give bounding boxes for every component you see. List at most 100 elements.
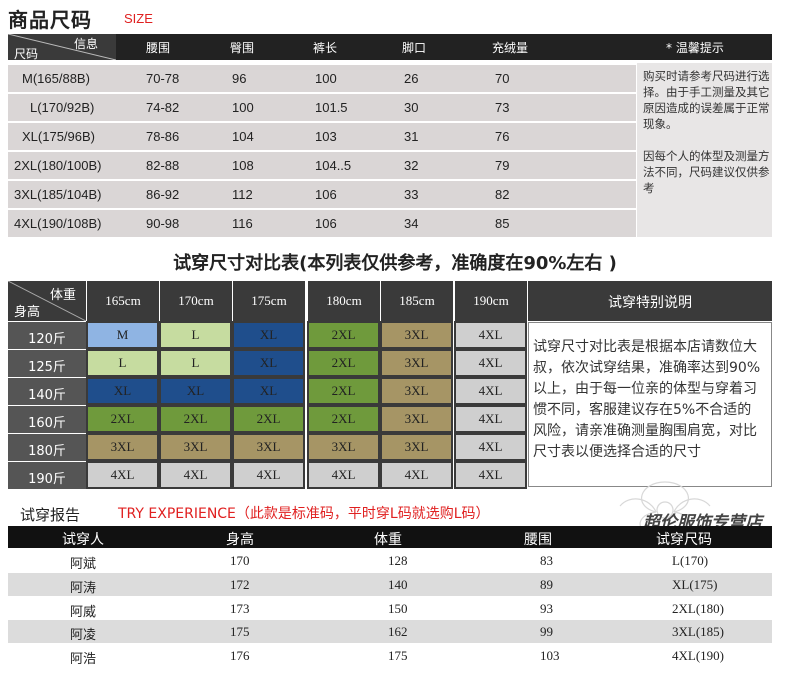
fit-cell: XL: [159, 377, 232, 405]
try-row: 阿斌 170 128 83 L(170): [8, 549, 772, 572]
note-header: * 温馨提示: [666, 41, 724, 55]
fit-cell-size: 2XL: [88, 407, 157, 431]
fit-cell-size: 4XL: [456, 435, 525, 459]
try-row: 阿凌 175 162 99 3XL(185): [8, 620, 772, 644]
cell-size: 3XL(185/104B): [14, 187, 102, 202]
cell-fill: 79: [495, 158, 510, 173]
corner-weight-label: 体重: [50, 288, 77, 303]
fit-height-header: 185cm: [380, 281, 453, 321]
fit-cell-size: 3XL: [382, 435, 451, 459]
fit-cell-size: 2XL: [309, 323, 378, 347]
fit-cell-size: 4XL: [456, 323, 525, 347]
try-section-subtitle: TRY EXPERIENCE（此款是标准码，平时穿L码就选购L码）: [118, 506, 490, 522]
size-table-header: 信息 尺码 腰围 臀围 裤长 脚口 充绒量 * 温馨提示: [8, 34, 772, 60]
fit-cell-size: 4XL: [161, 463, 230, 487]
fit-cell-size: 2XL: [309, 351, 378, 375]
fit-cell: 3XL: [380, 405, 453, 433]
try-row: 阿威 173 150 93 2XL(180): [8, 596, 772, 620]
cell-waist: 78-86: [146, 129, 180, 144]
cell-waist: 70-78: [146, 71, 180, 86]
fit-cell: 2XL: [307, 405, 380, 433]
fit-table: 体重 身高 165cm 170cm 175cm 180cm 185cm 190cm 试穿特…: [8, 281, 772, 489]
fit-weight-label: 190斤: [8, 461, 86, 489]
try-cell-size: XL(175): [672, 576, 718, 592]
fit-weight-label: 140斤: [8, 377, 86, 405]
try-cell-weight: 150: [388, 600, 408, 616]
fit-note-header: 试穿特别说明: [608, 295, 692, 311]
fit-weight-text: 125斤: [28, 360, 66, 375]
fit-height-label: 190cm: [473, 293, 509, 308]
fit-cell: 4XL: [380, 461, 453, 489]
cell-length: 101.5: [315, 100, 348, 115]
fit-cell-size: 3XL: [382, 379, 451, 403]
fit-height-label: 185cm: [399, 293, 435, 308]
cell-waist: 74-82: [146, 100, 180, 115]
try-cell-size: 2XL(180): [672, 600, 724, 616]
cell-hem: 32: [404, 158, 419, 173]
fit-cell: 4XL: [454, 321, 527, 349]
fit-weight-text: 190斤: [28, 472, 66, 487]
fit-cell: 3XL: [86, 433, 159, 461]
size-row: M(165/88B) 70-78 96 100 26 70: [8, 65, 636, 92]
fit-weight-label: 180斤: [8, 433, 86, 461]
fit-cell: 4XL: [454, 433, 527, 461]
fit-cell: 4XL: [86, 461, 159, 489]
fit-cell: XL: [232, 377, 305, 405]
fit-height-header: 175cm: [232, 281, 305, 321]
fit-weight-label: 125斤: [8, 349, 86, 377]
cell-hip: 96: [232, 71, 247, 86]
cell-fill: 85: [495, 216, 510, 231]
col-fill: 充绒量: [492, 41, 529, 55]
cell-waist: 86-92: [146, 187, 180, 202]
col-height: 身高: [226, 532, 254, 548]
fit-cell-size: 3XL: [382, 323, 451, 347]
fit-cell-size: XL: [234, 323, 303, 347]
fit-cell-size: 4XL: [234, 463, 303, 487]
cell-fill: 76: [495, 129, 510, 144]
cell-hip: 112: [232, 187, 253, 202]
cell-hip: 100: [232, 100, 254, 115]
cell-hem: 26: [404, 71, 419, 86]
try-cell-name: 阿凌: [70, 628, 97, 644]
fit-height-label: 175cm: [251, 293, 287, 308]
try-cell-waist: 93: [540, 600, 553, 616]
fit-cell: 4XL: [159, 461, 232, 489]
fit-cell: 2XL: [159, 405, 232, 433]
try-cell-height: 172: [230, 576, 250, 592]
fit-cell: 4XL: [454, 377, 527, 405]
fit-cell-size: M: [88, 323, 157, 347]
cell-waist: 90-98: [146, 216, 180, 231]
try-table-header: 试穿人 身高 体重 腰围 试穿尺码: [8, 526, 772, 548]
cell-hem: 33: [404, 187, 419, 202]
fit-cell-size: 3XL: [382, 351, 451, 375]
fit-cell: 4XL: [454, 349, 527, 377]
cell-size: 2XL(180/100B): [14, 158, 102, 173]
fit-cell: 2XL: [86, 405, 159, 433]
fit-cell-size: 2XL: [234, 407, 303, 431]
size-row: 2XL(180/100B) 82-88 108 104..5 32 79: [8, 152, 636, 179]
size-section-title: 商品尺码: [8, 8, 92, 32]
cell-fill: 82: [495, 187, 510, 202]
fit-weight-text: 180斤: [28, 444, 66, 459]
cell-waist: 82-88: [146, 158, 180, 173]
cell-size: M(165/88B): [22, 71, 90, 86]
fit-cell: 2XL: [307, 321, 380, 349]
fit-height-header: 190cm: [454, 281, 527, 321]
col-length: 裤长: [313, 41, 338, 55]
fit-cell: 2XL: [307, 377, 380, 405]
col-hem: 脚口: [402, 41, 427, 55]
try-cell-size: L(170): [672, 553, 709, 568]
cell-length: 106: [315, 187, 337, 202]
fit-weight-text: 160斤: [28, 416, 66, 431]
try-cell-height: 175: [230, 624, 250, 640]
fit-cell: XL: [232, 349, 305, 377]
corner-info-label: 信息: [74, 37, 99, 51]
try-cell-weight: 140: [388, 576, 408, 592]
cell-length: 104..5: [315, 158, 352, 173]
fit-cell-size: 4XL: [88, 463, 157, 487]
try-cell-size: 4XL(190): [672, 648, 724, 664]
fit-cell-size: 4XL: [456, 379, 525, 403]
try-cell-waist: 83: [540, 553, 553, 568]
fit-cell-size: 3XL: [161, 435, 230, 459]
fit-cell-size: L: [88, 351, 157, 375]
